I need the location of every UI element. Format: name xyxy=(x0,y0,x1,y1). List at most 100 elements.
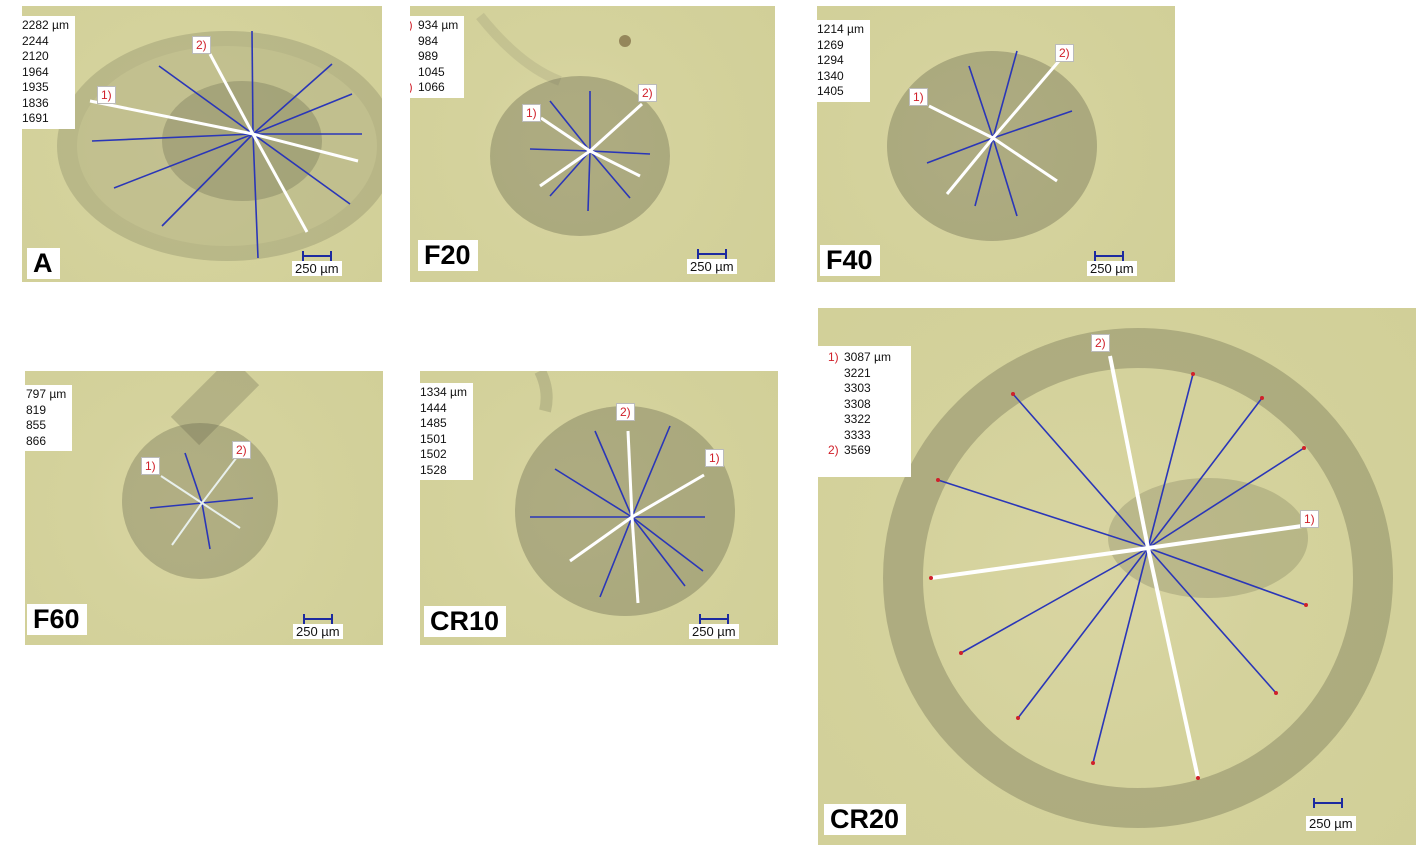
micrograph-panel-a: 1)2282 µm 2244 2120 1964 1935 1836 2)169… xyxy=(22,6,382,282)
measurement-row: 1501 xyxy=(420,432,467,448)
measurement-row: 1269 xyxy=(817,38,864,54)
sample-label: CR20 xyxy=(824,804,907,835)
measurement-value: 934 µm xyxy=(418,18,459,32)
measurement-value: 1528 xyxy=(420,462,447,477)
micrograph-panel-f60: 1)797 µm 819 855 2)866 1) 2) F60 250 µm xyxy=(25,371,383,645)
micrograph-cr20-image xyxy=(883,328,1393,828)
measurement-value: 3087 µm xyxy=(844,350,891,364)
line-tag-2: 2) xyxy=(192,36,211,54)
sample-label: F60 xyxy=(27,604,87,635)
measurement-value: 1066 xyxy=(418,80,445,94)
measurement-row: 1444 xyxy=(420,401,467,417)
scale-bar xyxy=(1313,798,1343,808)
sample-label: A xyxy=(27,248,60,279)
measurement-value: 3333 xyxy=(844,427,871,442)
measurement-row: 1)1334 µm xyxy=(420,385,467,401)
measurement-value: 1405 xyxy=(817,84,844,98)
measurement-value: 2120 xyxy=(22,49,49,63)
scale-label: 250 µm xyxy=(1087,261,1137,276)
measurement-row: 989 xyxy=(410,49,458,65)
measurement-value: 1836 xyxy=(22,95,49,110)
measurement-row: 2)866 xyxy=(25,434,66,450)
micrograph-a-image xyxy=(57,30,382,261)
marker-label: 1) xyxy=(828,350,839,364)
measurement-value: 855 xyxy=(26,418,47,432)
measurement-value: 1294 xyxy=(817,53,844,67)
measurement-value: 2282 µm xyxy=(22,18,69,32)
measurement-value: 989 xyxy=(418,49,439,63)
sample-label: F40 xyxy=(820,245,880,276)
measurement-value: 1214 µm xyxy=(817,22,864,36)
measurement-row: 3322 xyxy=(828,412,891,428)
measurement-value: 3569 xyxy=(844,443,871,457)
scale-bar xyxy=(302,251,332,261)
measurement-list: 1)934 µm 984 989 1045 2)1066 xyxy=(410,16,465,98)
measurement-value: 3322 xyxy=(844,412,871,426)
measurement-row: 1) 3087 µm xyxy=(828,350,891,366)
measurement-value: 819 xyxy=(26,402,47,417)
measurement-row: 1485 xyxy=(420,416,467,432)
measurement-row: 2244 xyxy=(22,34,69,50)
micrograph-cr10-image xyxy=(515,371,735,616)
measurement-row: 1)1214 µm xyxy=(817,22,864,38)
measurement-row: 1)934 µm xyxy=(410,18,458,34)
measurement-value: 1444 xyxy=(420,400,447,415)
micrograph-panel-f20: 1)934 µm 984 989 1045 2)1066 1) 2) F20 2… xyxy=(410,6,775,282)
measurement-row: 1964 xyxy=(22,65,69,81)
measurement-value: 1334 µm xyxy=(420,385,467,399)
measurement-list: 1)1334 µm 1444 1485 1501 1502 2)1528 xyxy=(420,383,473,480)
measurement-value: 2244 xyxy=(22,33,49,48)
scale-bar xyxy=(697,249,727,259)
measurement-list: 1)2282 µm 2244 2120 1964 1935 1836 2)169… xyxy=(22,16,75,129)
measurement-row: 1502 xyxy=(420,447,467,463)
measurement-value: 1340 xyxy=(817,68,844,83)
measurement-value: 3308 xyxy=(844,396,871,411)
measurement-value: 1269 xyxy=(817,37,844,52)
measurement-row: 1045 xyxy=(410,65,458,81)
scale-bar xyxy=(1094,251,1124,261)
measurement-row: 1935 xyxy=(22,80,69,96)
measurement-row: 984 xyxy=(410,34,458,50)
scale-label: 250 µm xyxy=(1306,816,1356,831)
measurement-value: 866 xyxy=(26,433,47,448)
measurement-value: 1502 xyxy=(420,447,447,461)
measurement-row: 819 xyxy=(25,403,66,419)
measurement-list: 1)1214 µm 1269 1294 1340 2)1405 xyxy=(817,20,870,102)
measurement-row: 3303 xyxy=(828,381,891,397)
measurement-row: 2)1528 xyxy=(420,463,467,479)
measurement-row: 2) 3569 xyxy=(828,443,891,459)
measurement-value: 3221 xyxy=(844,365,871,380)
line-tag-1: 1) xyxy=(97,86,116,104)
measurement-value: 1045 xyxy=(418,64,445,79)
measurement-row: 3221 xyxy=(828,366,891,382)
measurement-row: 2120 xyxy=(22,49,69,65)
marker-label: 2) xyxy=(828,443,839,457)
scale-label: 250 µm xyxy=(292,261,342,276)
measurement-row: 1340 xyxy=(817,69,864,85)
measurement-list: 1) 3087 µm 3221 3303 3308 3322 3333 2) 356… xyxy=(818,346,911,477)
line-tag-2: 2) xyxy=(1091,334,1110,352)
measurement-value: 1964 xyxy=(22,64,49,79)
measurement-row: 2)1066 xyxy=(410,80,458,96)
line-tag-2: 2) xyxy=(638,84,657,102)
measurement-row: 1)2282 µm xyxy=(22,18,69,34)
micrograph-f60-image xyxy=(122,371,278,579)
micrograph-panel-f40: 1)1214 µm 1269 1294 1340 2)1405 1) 2) F4… xyxy=(817,6,1175,282)
measurement-list: 1)797 µm 819 855 2)866 xyxy=(25,385,73,451)
sample-label: CR10 xyxy=(424,606,507,637)
marker-label: 2) xyxy=(410,80,418,96)
scale-bar xyxy=(303,614,333,624)
line-tag-2: 2) xyxy=(232,441,251,459)
micrograph-panel-cr20: 1) 3087 µm 3221 3303 3308 3322 3333 2) 356… xyxy=(818,308,1416,845)
measurement-row: 1294 xyxy=(817,53,864,69)
measurement-row: 3333 xyxy=(828,428,891,444)
scale-label: 250 µm xyxy=(293,624,343,639)
micrograph-f40-image xyxy=(887,50,1097,241)
measurement-value: 797 µm xyxy=(26,387,67,401)
line-tag-1: 1) xyxy=(909,88,928,106)
scale-label: 250 µm xyxy=(687,259,737,274)
measurement-row: 3308 xyxy=(828,397,891,413)
scale-bar xyxy=(699,614,729,624)
scale-label: 250 µm xyxy=(689,624,739,639)
line-tag-2: 2) xyxy=(1055,44,1074,62)
